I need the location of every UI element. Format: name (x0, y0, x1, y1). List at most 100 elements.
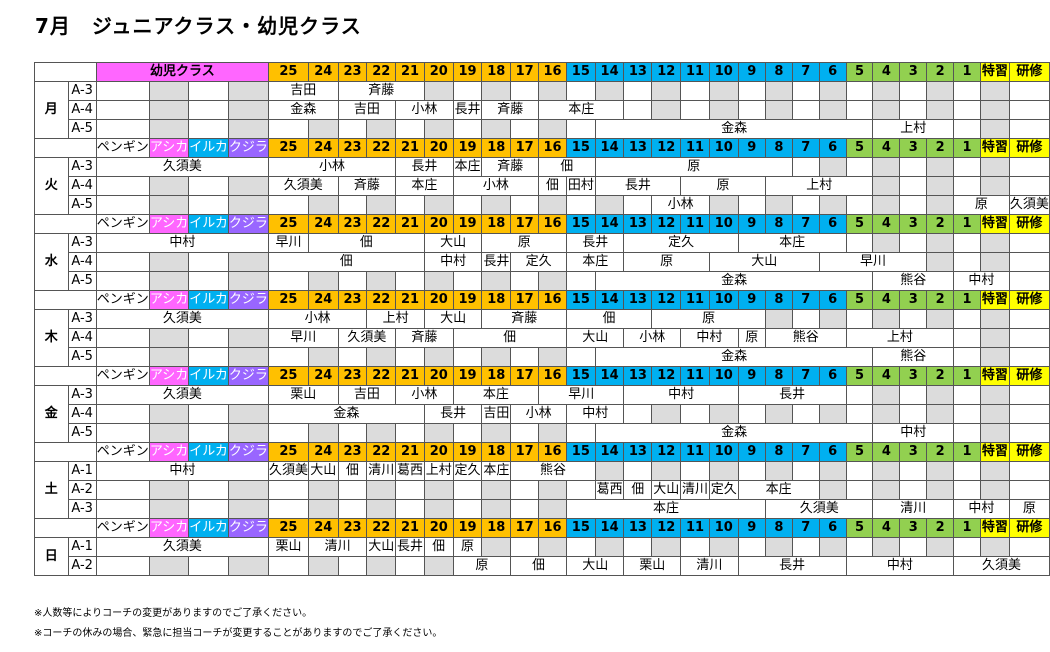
empty-slot (188, 404, 229, 424)
column-number: 24 (307, 138, 339, 158)
coach-name: 田村 (565, 176, 596, 196)
column-number: 4 (872, 518, 901, 538)
column-number: 18 (481, 442, 512, 462)
column-number: 9 (737, 214, 766, 234)
column-number: 8 (764, 290, 793, 310)
empty-slot (452, 423, 483, 443)
column-number: 21 (395, 290, 425, 310)
empty-slot (423, 423, 454, 443)
empty-slot (366, 499, 397, 519)
coach-name: 長井 (452, 100, 483, 120)
coach-name: 大山 (366, 537, 397, 557)
column-number: 13 (623, 518, 653, 538)
empty-slot (1008, 157, 1050, 177)
column-number: 9 (737, 518, 766, 538)
empty-slot (818, 81, 847, 101)
column-number: 12 (651, 62, 682, 82)
header-blank (34, 442, 97, 462)
coach-name: 佃 (267, 252, 425, 272)
coach-name: 原 (623, 252, 710, 272)
empty-slot (267, 423, 309, 443)
note-1: ※人数等によりコーチの変更がありますのでご了承ください。 (34, 608, 313, 619)
coach-name: 上村 (366, 309, 425, 329)
empty-slot (899, 537, 928, 557)
empty-slot (395, 195, 425, 215)
empty-slot (307, 556, 339, 576)
empty-slot (452, 271, 483, 291)
empty-slot (1008, 385, 1050, 405)
coach-name: 熊谷 (764, 328, 847, 348)
column-number: 7 (791, 138, 820, 158)
empty-slot (1008, 404, 1050, 424)
column-number: 11 (680, 138, 710, 158)
column-number: 6 (818, 290, 847, 310)
empty-slot (926, 480, 955, 500)
empty-slot (979, 347, 1010, 367)
empty-slot (423, 81, 454, 101)
empty-slot (845, 195, 874, 215)
day-label: 水 (34, 233, 69, 291)
empty-slot (481, 537, 512, 557)
column-number: 研修 (1008, 214, 1050, 234)
empty-slot (818, 537, 847, 557)
empty-slot (953, 309, 981, 329)
empty-slot (227, 100, 269, 120)
column-number: 19 (452, 138, 483, 158)
empty-slot (1008, 423, 1050, 443)
column-number: 5 (845, 214, 874, 234)
column-number: 14 (594, 138, 625, 158)
empty-slot (510, 537, 540, 557)
empty-slot (510, 271, 540, 291)
mascot-label: アシカ (148, 366, 190, 386)
column-number: 特習 (979, 62, 1010, 82)
empty-slot (227, 480, 269, 500)
coach-name: 久須美 (95, 309, 269, 329)
empty-slot (623, 404, 653, 424)
coach-name: 佃 (337, 461, 368, 481)
mascot-label: アシカ (148, 290, 190, 310)
empty-slot (979, 480, 1010, 500)
coach-name: 金森 (267, 404, 425, 424)
mascot-label: ペンギン (95, 214, 150, 234)
column-number: 24 (307, 290, 339, 310)
empty-slot (95, 328, 150, 348)
empty-slot (565, 119, 596, 139)
column-number: 12 (651, 366, 682, 386)
empty-slot (623, 195, 653, 215)
header-blank (34, 62, 97, 82)
empty-slot (538, 537, 567, 557)
mascot-label: アシカ (148, 138, 190, 158)
column-number: 5 (845, 290, 874, 310)
empty-slot (337, 423, 368, 443)
empty-slot (1008, 233, 1050, 253)
coach-name: 大山 (565, 328, 625, 348)
coach-name: 長井 (737, 556, 847, 576)
coach-name: 大山 (307, 461, 339, 481)
coach-name: 吉田 (481, 404, 512, 424)
column-number: 22 (366, 214, 397, 234)
column-number: 10 (708, 290, 739, 310)
empty-slot (565, 347, 596, 367)
coach-name: 金森 (594, 347, 874, 367)
empty-slot (395, 347, 425, 367)
empty-slot (510, 347, 540, 367)
empty-slot (1008, 252, 1050, 272)
mascot-label: クジラ (227, 290, 269, 310)
class-label: A-5 (67, 119, 97, 139)
empty-slot (764, 81, 793, 101)
empty-slot (818, 461, 847, 481)
column-number: 19 (452, 214, 483, 234)
coach-name: 本庄 (565, 499, 766, 519)
column-number: 11 (680, 290, 710, 310)
empty-slot (227, 271, 269, 291)
empty-slot (764, 537, 793, 557)
day-label: 火 (34, 157, 69, 215)
column-number: 13 (623, 442, 653, 462)
empty-slot (395, 423, 425, 443)
column-number: 11 (680, 442, 710, 462)
empty-slot (791, 461, 820, 481)
empty-slot (188, 271, 229, 291)
column-number: 特習 (979, 442, 1010, 462)
empty-slot (1008, 81, 1050, 101)
empty-slot (423, 480, 454, 500)
